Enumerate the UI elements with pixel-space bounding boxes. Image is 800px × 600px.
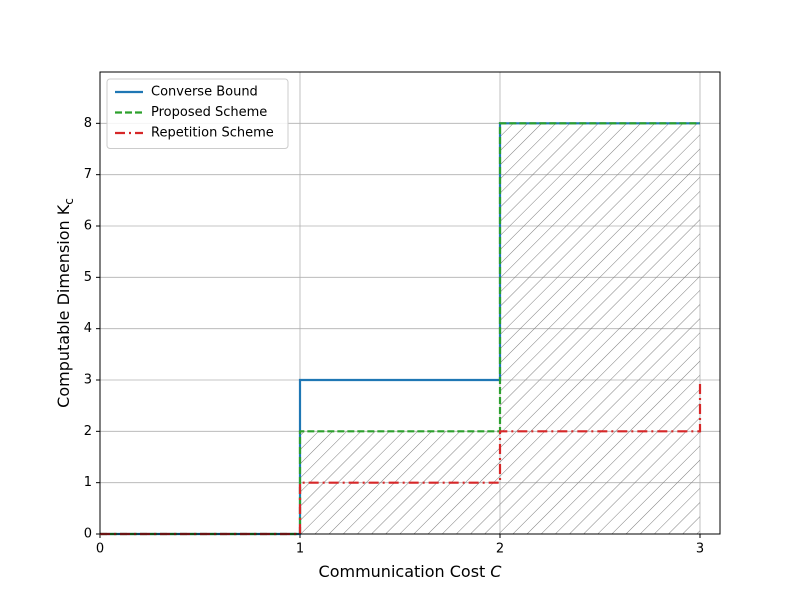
y-tick-label: 1 bbox=[84, 475, 92, 490]
y-tick-label: 3 bbox=[84, 373, 92, 388]
plot-frame bbox=[99, 71, 721, 535]
y-tick-label: 0 bbox=[84, 527, 92, 542]
legend-box bbox=[106, 78, 289, 149]
legend: Converse Bound Proposed Scheme Repetition … bbox=[106, 78, 289, 149]
x-axis-label: Communication Cost C bbox=[319, 562, 503, 581]
legend-label: Converse Bound bbox=[151, 85, 258, 100]
x-tick-label: 3 bbox=[696, 542, 704, 557]
y-tick-label: 2 bbox=[84, 424, 92, 439]
y-tick-label: 4 bbox=[84, 321, 92, 336]
x-tick-label: 2 bbox=[496, 542, 504, 557]
y-axis-label: Computable Dimension Kc bbox=[54, 198, 76, 408]
y-tick-label: 5 bbox=[84, 270, 92, 285]
x-tick-label: 1 bbox=[296, 542, 304, 557]
x-tick-label: 0 bbox=[96, 542, 104, 557]
hatched-area bbox=[100, 123, 700, 534]
legend-label: Proposed Scheme bbox=[151, 105, 267, 120]
legend-label: Repetition Scheme bbox=[151, 126, 274, 141]
y-tick-label: 6 bbox=[84, 219, 92, 234]
y-tick-label: 7 bbox=[84, 167, 92, 182]
y-tick-label: 8 bbox=[84, 116, 92, 131]
